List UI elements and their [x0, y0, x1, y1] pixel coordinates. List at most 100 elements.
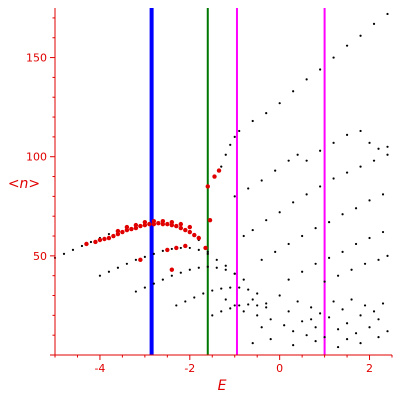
data-point-black-11-16	[319, 312, 322, 315]
data-point-black-1-14	[224, 264, 227, 267]
data-point-red-12-21	[183, 227, 188, 233]
data-point-black-2-8	[206, 265, 209, 268]
data-point-black-11-34	[314, 340, 317, 343]
data-point-black-1-2	[116, 266, 120, 269]
data-point-black-6-6	[305, 159, 308, 162]
data-point-black-5-12	[345, 44, 349, 47]
data-point-red-12-39	[165, 247, 170, 253]
data-point-red-12-5	[111, 233, 116, 239]
data-point-red-12-22	[187, 229, 192, 235]
data-point-black-9-5	[354, 242, 358, 246]
data-point-black-6-13	[386, 145, 389, 148]
data-point-black-7-7	[332, 177, 335, 180]
data-point-black-6-10	[359, 129, 362, 133]
data-point-red-12-40	[174, 245, 179, 251]
data-point-black-11-11	[296, 300, 299, 303]
data-point-black-5-8	[292, 90, 295, 93]
data-point-red-12-31	[169, 219, 175, 225]
data-point-black-6-11	[368, 141, 371, 144]
data-point-black-7-6	[319, 185, 322, 188]
data-point-black-11-18	[332, 300, 335, 303]
data-point-black-0-6	[107, 232, 111, 236]
data-point-red-12-1	[93, 239, 98, 245]
data-point-black-8-9	[381, 193, 385, 196]
data-point-black-7-10	[372, 159, 376, 162]
data-point-black-4-4	[247, 303, 250, 306]
axes: -4 -2 0 2 50 100 150	[26, 8, 393, 375]
data-point-black-11-23	[354, 332, 358, 335]
data-point-black-5-1	[224, 153, 227, 156]
data-point-black-5-10	[319, 68, 322, 71]
data-point-black-1-10	[188, 246, 191, 250]
data-point-black-5-11	[332, 56, 335, 59]
data-point-black-4-2	[229, 307, 232, 310]
data-point-black-9-3	[327, 256, 331, 259]
data-point-black-3-1	[184, 300, 187, 303]
data-point-red-12-34	[203, 245, 208, 251]
data-point-black-2-4	[170, 274, 173, 277]
data-point-black-2-11	[233, 272, 236, 275]
data-point-black-8-7	[354, 207, 358, 210]
data-point-black-11-10	[292, 330, 295, 333]
data-point-black-2-5	[179, 271, 182, 274]
data-point-black-8-4	[314, 227, 317, 230]
data-point-black-8-2	[287, 242, 290, 246]
data-point-black-6-9	[345, 133, 349, 136]
data-point-red-12-2	[97, 237, 103, 243]
data-point-black-6-4	[287, 159, 290, 162]
data-point-black-1-11	[197, 248, 200, 252]
data-point-black-2-1	[143, 286, 146, 289]
data-point-black-2-6	[188, 268, 191, 271]
data-point-black-1-8	[170, 247, 173, 251]
data-point-black-5-14	[372, 22, 376, 25]
data-point-black-2-0	[134, 290, 137, 293]
data-point-black-11-17	[327, 316, 331, 319]
data-point-black-11-8	[283, 324, 286, 327]
data-point-black-1-7	[161, 249, 164, 252]
data-point-red-12-9	[129, 226, 134, 232]
data-point-black-8-5	[327, 221, 331, 224]
data-point-black-5-0	[220, 165, 223, 168]
data-point-black-11-21	[345, 322, 349, 325]
data-point-black-0-1	[62, 252, 66, 255]
data-point-black-8-1	[274, 250, 277, 253]
data-point-black-5-15	[386, 12, 389, 16]
data-point-red-12-26	[124, 224, 130, 230]
data-point-black-11-36	[359, 342, 362, 345]
data-point-black-9-0	[287, 278, 290, 281]
data-point-black-1-13	[215, 258, 218, 261]
data-point-red-12-33	[187, 224, 192, 230]
data-point-black-1-1	[107, 270, 111, 273]
data-point-black-7-4	[292, 201, 295, 204]
data-point-black-7-5	[305, 193, 308, 196]
data-point-black-9-4	[341, 250, 344, 253]
data-point-black-11-0	[224, 298, 227, 301]
data-point-black-5-4	[238, 129, 241, 133]
data-point-black-8-6	[341, 213, 344, 216]
data-point-red-12-0	[84, 241, 89, 247]
data-point-black-11-2	[242, 310, 245, 313]
data-point-black-0-3	[80, 244, 84, 248]
data-point-black-11-9	[287, 310, 290, 313]
data-point-black-7-2	[265, 219, 268, 222]
data-point-black-3-7	[238, 286, 241, 289]
data-point-black-11-1	[233, 304, 236, 307]
data-point-black-5-13	[359, 34, 362, 37]
data-point-red-12-25	[115, 228, 121, 234]
data-point-black-10-3	[363, 262, 367, 265]
data-point-black-1-4	[134, 258, 137, 261]
data-point-black-7-0	[242, 234, 245, 238]
y-axis-label: <n>	[8, 176, 40, 192]
data-point-black-6-3	[274, 169, 277, 172]
data-point-black-6-12	[377, 147, 380, 150]
data-point-black-5-7	[278, 102, 281, 105]
data-point-red-12-20	[178, 225, 184, 231]
data-point-red-12-32	[178, 221, 184, 227]
data-point-black-11-33	[292, 343, 295, 347]
data-point-black-8-8	[368, 199, 371, 202]
data-point-black-6-8	[332, 141, 335, 144]
data-point-black-4-3	[238, 304, 241, 307]
data-point-black-3-9	[256, 292, 259, 295]
data-point-red-12-3	[102, 236, 107, 242]
y-tick-label: 150	[26, 52, 47, 65]
